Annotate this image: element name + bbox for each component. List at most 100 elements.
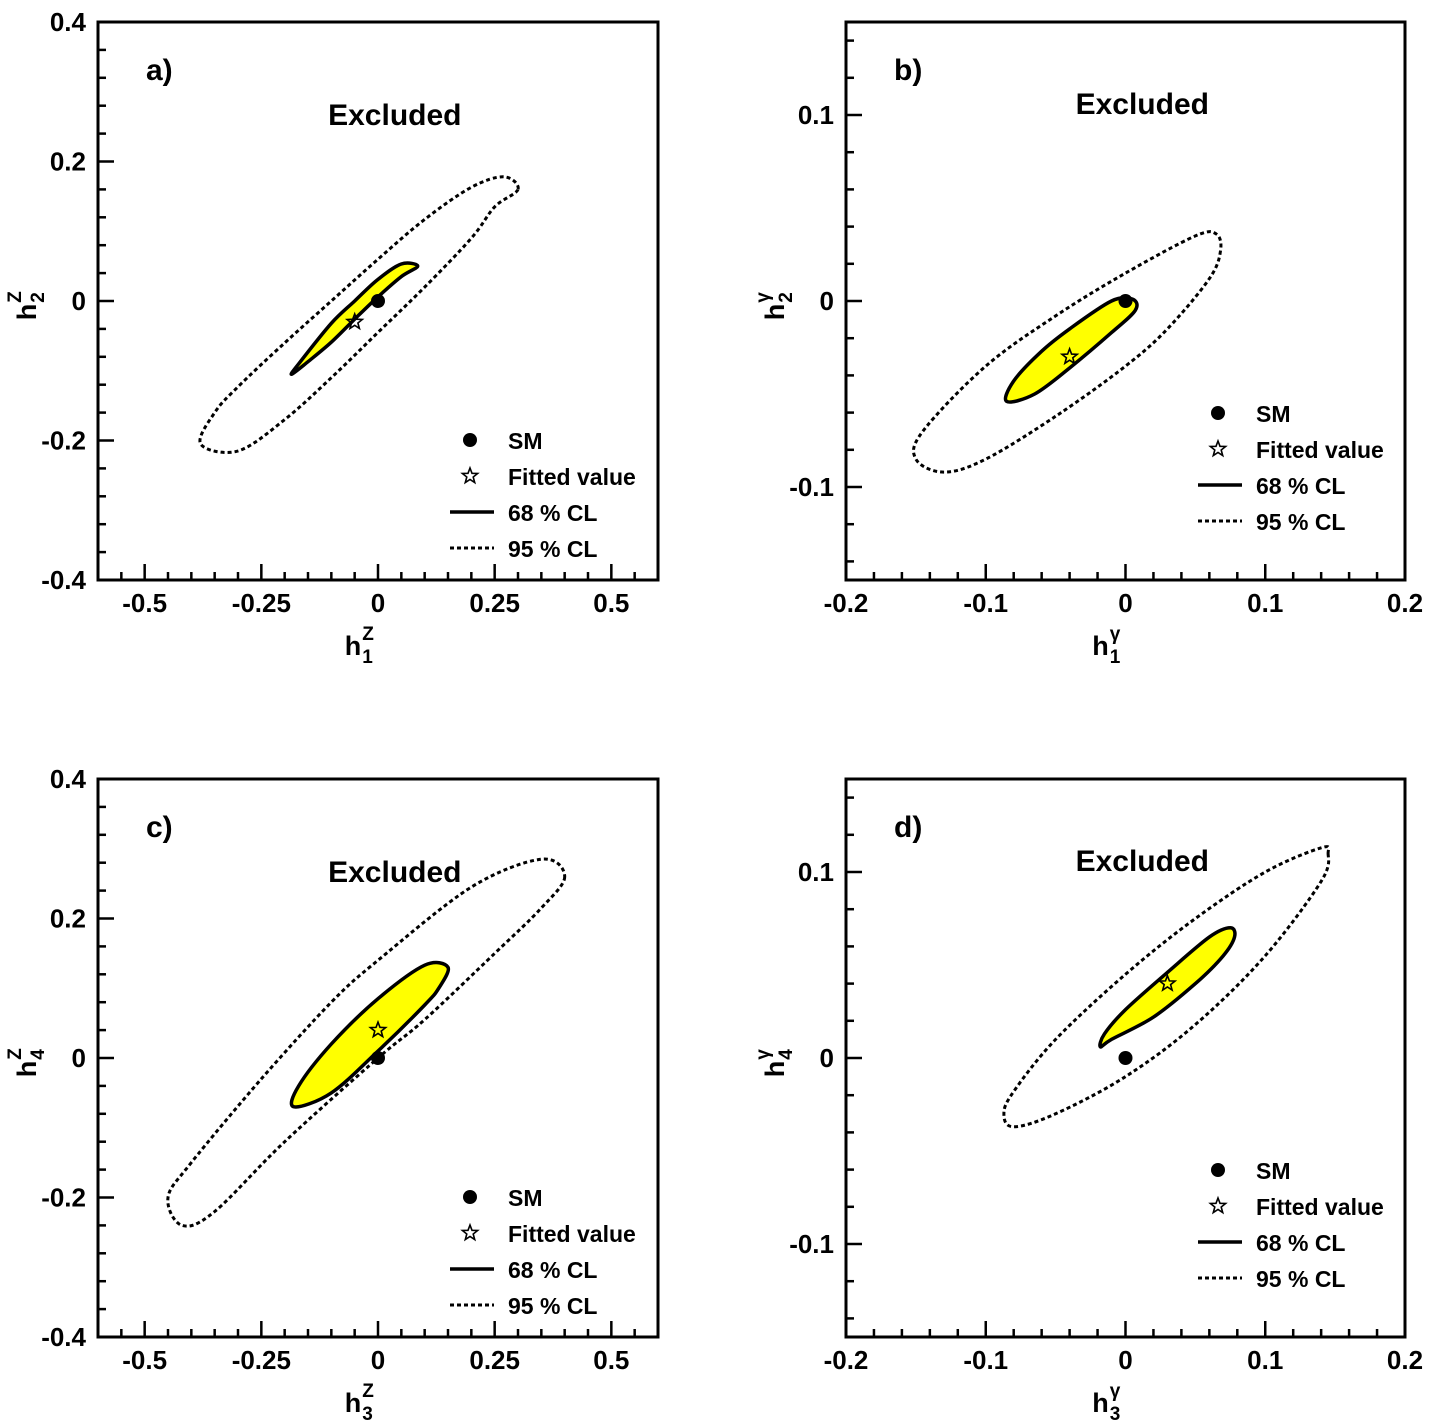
x-axis-label: h xyxy=(1092,1388,1109,1418)
y-axis-label-sub: 4 xyxy=(776,1049,797,1060)
legend-cl95-label: 95 % CL xyxy=(1256,1266,1345,1292)
x-tick-label: 0.5 xyxy=(593,588,629,618)
y-tick-label: 0 xyxy=(820,1043,834,1073)
x-tick-label: 0.25 xyxy=(469,1345,520,1375)
y-tick-label: -0.1 xyxy=(789,1229,834,1259)
panel-label: b) xyxy=(894,54,922,87)
legend-sm-marker xyxy=(463,433,477,447)
x-axis-label-sup: Z xyxy=(362,624,374,645)
y-tick-label: -0.1 xyxy=(789,472,834,502)
fitted-star xyxy=(1157,973,1178,992)
y-axis-label-sup: γ xyxy=(753,1049,774,1060)
legend-fit-label: Fitted value xyxy=(508,1221,636,1247)
y-axis-label: h xyxy=(12,1061,42,1078)
y-tick-label: 0 xyxy=(820,286,834,316)
x-tick-label: 0.25 xyxy=(469,588,520,618)
legend-sm-label: SM xyxy=(1256,401,1291,427)
panel-label: c) xyxy=(146,811,173,844)
y-axis-label-group: hγ 4 xyxy=(753,1049,797,1078)
cl95-contour xyxy=(198,175,520,454)
legend-sm-label: SM xyxy=(508,1185,543,1211)
excluded-label: Excluded xyxy=(1076,845,1209,878)
legend-cl95-label: 95 % CL xyxy=(508,536,597,562)
x-tick-label: -0.1 xyxy=(963,588,1008,618)
legend-fit-marker xyxy=(460,465,480,485)
x-tick-label: -0.2 xyxy=(824,588,869,618)
y-tick-label: 0 xyxy=(72,1043,86,1073)
legend-fit-marker xyxy=(1208,1195,1228,1215)
y-axis-label: h xyxy=(760,1061,790,1078)
legend-sm-label: SM xyxy=(1256,1158,1291,1184)
x-axis-label: h xyxy=(345,1388,362,1418)
fitted-star xyxy=(344,311,365,331)
x-tick-label: -0.1 xyxy=(963,1345,1008,1375)
y-tick-label: -0.2 xyxy=(41,426,86,456)
sm-point xyxy=(1118,1051,1133,1065)
x-axis-label-sup: γ xyxy=(1110,1381,1121,1402)
y-axis-label-group: hγ 2 xyxy=(753,292,797,321)
legend-fit-label: Fitted value xyxy=(508,464,636,490)
x-tick-label: -0.5 xyxy=(122,588,167,618)
cl95-contour xyxy=(166,857,567,1228)
x-tick-label: 0 xyxy=(1118,588,1132,618)
y-axis-label-group: hZ 4 xyxy=(5,1048,49,1078)
x-tick-label: -0.5 xyxy=(122,1345,167,1375)
excluded-label: Excluded xyxy=(328,99,461,132)
y-axis-label-sub: 2 xyxy=(28,292,49,303)
y-tick-label: 0.2 xyxy=(50,904,86,934)
sm-point xyxy=(1118,294,1133,308)
legend-cl68-label: 68 % CL xyxy=(508,500,597,526)
panel-label: d) xyxy=(894,811,922,844)
fitted-star xyxy=(368,1019,388,1039)
x-tick-label: 0.1 xyxy=(1247,588,1283,618)
y-axis-label-sup: γ xyxy=(753,292,774,303)
x-axis-label-sub: 1 xyxy=(1110,647,1121,668)
legend-fit-marker xyxy=(1208,438,1228,458)
y-tick-label: 0.4 xyxy=(50,7,87,37)
legend-cl95-label: 95 % CL xyxy=(508,1293,597,1319)
y-axis-label-sup: Z xyxy=(5,291,26,303)
x-axis-label-sup: γ xyxy=(1110,624,1121,645)
x-axis-label: h xyxy=(1092,631,1109,661)
cl95-contour xyxy=(1002,845,1331,1129)
y-tick-label: -0.4 xyxy=(41,1322,86,1352)
y-tick-label: 0.4 xyxy=(50,764,87,794)
legend-sm-marker xyxy=(463,1190,477,1204)
sm-point xyxy=(371,294,385,308)
excluded-label: Excluded xyxy=(328,856,461,889)
excluded-label: Excluded xyxy=(1076,88,1209,121)
x-axis-label-sub: 3 xyxy=(1110,1404,1121,1425)
x-axis-label-sub: 3 xyxy=(362,1404,373,1425)
x-axis-label-sub: 1 xyxy=(362,647,373,668)
legend-sm-marker xyxy=(1211,406,1225,420)
x-axis-label: h xyxy=(345,631,362,661)
fitted-star xyxy=(1059,346,1080,366)
x-tick-label: -0.25 xyxy=(232,1345,291,1375)
y-axis-label-sub: 4 xyxy=(28,1049,49,1060)
cl68-contour xyxy=(1003,295,1139,404)
y-axis-label: h xyxy=(12,304,42,321)
y-axis-label: h xyxy=(760,304,790,321)
x-tick-label: -0.2 xyxy=(824,1345,869,1375)
legend-fit-label: Fitted value xyxy=(1256,437,1384,463)
legend-fit-marker xyxy=(460,1222,480,1242)
cl95-contour xyxy=(911,230,1223,474)
x-tick-label: 0 xyxy=(371,1345,385,1375)
cl68-contour xyxy=(289,960,451,1109)
x-tick-label: 0.2 xyxy=(1387,1345,1423,1375)
y-tick-label: 0.2 xyxy=(50,147,86,177)
y-axis-label-sup: Z xyxy=(5,1048,26,1060)
y-tick-label: -0.2 xyxy=(41,1183,86,1213)
x-tick-label: -0.25 xyxy=(232,588,291,618)
legend-sm-label: SM xyxy=(508,428,543,454)
y-tick-label: 0.1 xyxy=(798,857,834,887)
x-tick-label: 0.2 xyxy=(1387,588,1423,618)
x-tick-label: 0 xyxy=(1118,1345,1132,1375)
x-axis-label-sup: Z xyxy=(362,1381,374,1402)
x-tick-label: 0.1 xyxy=(1247,1345,1283,1375)
legend-sm-marker xyxy=(1211,1163,1225,1177)
